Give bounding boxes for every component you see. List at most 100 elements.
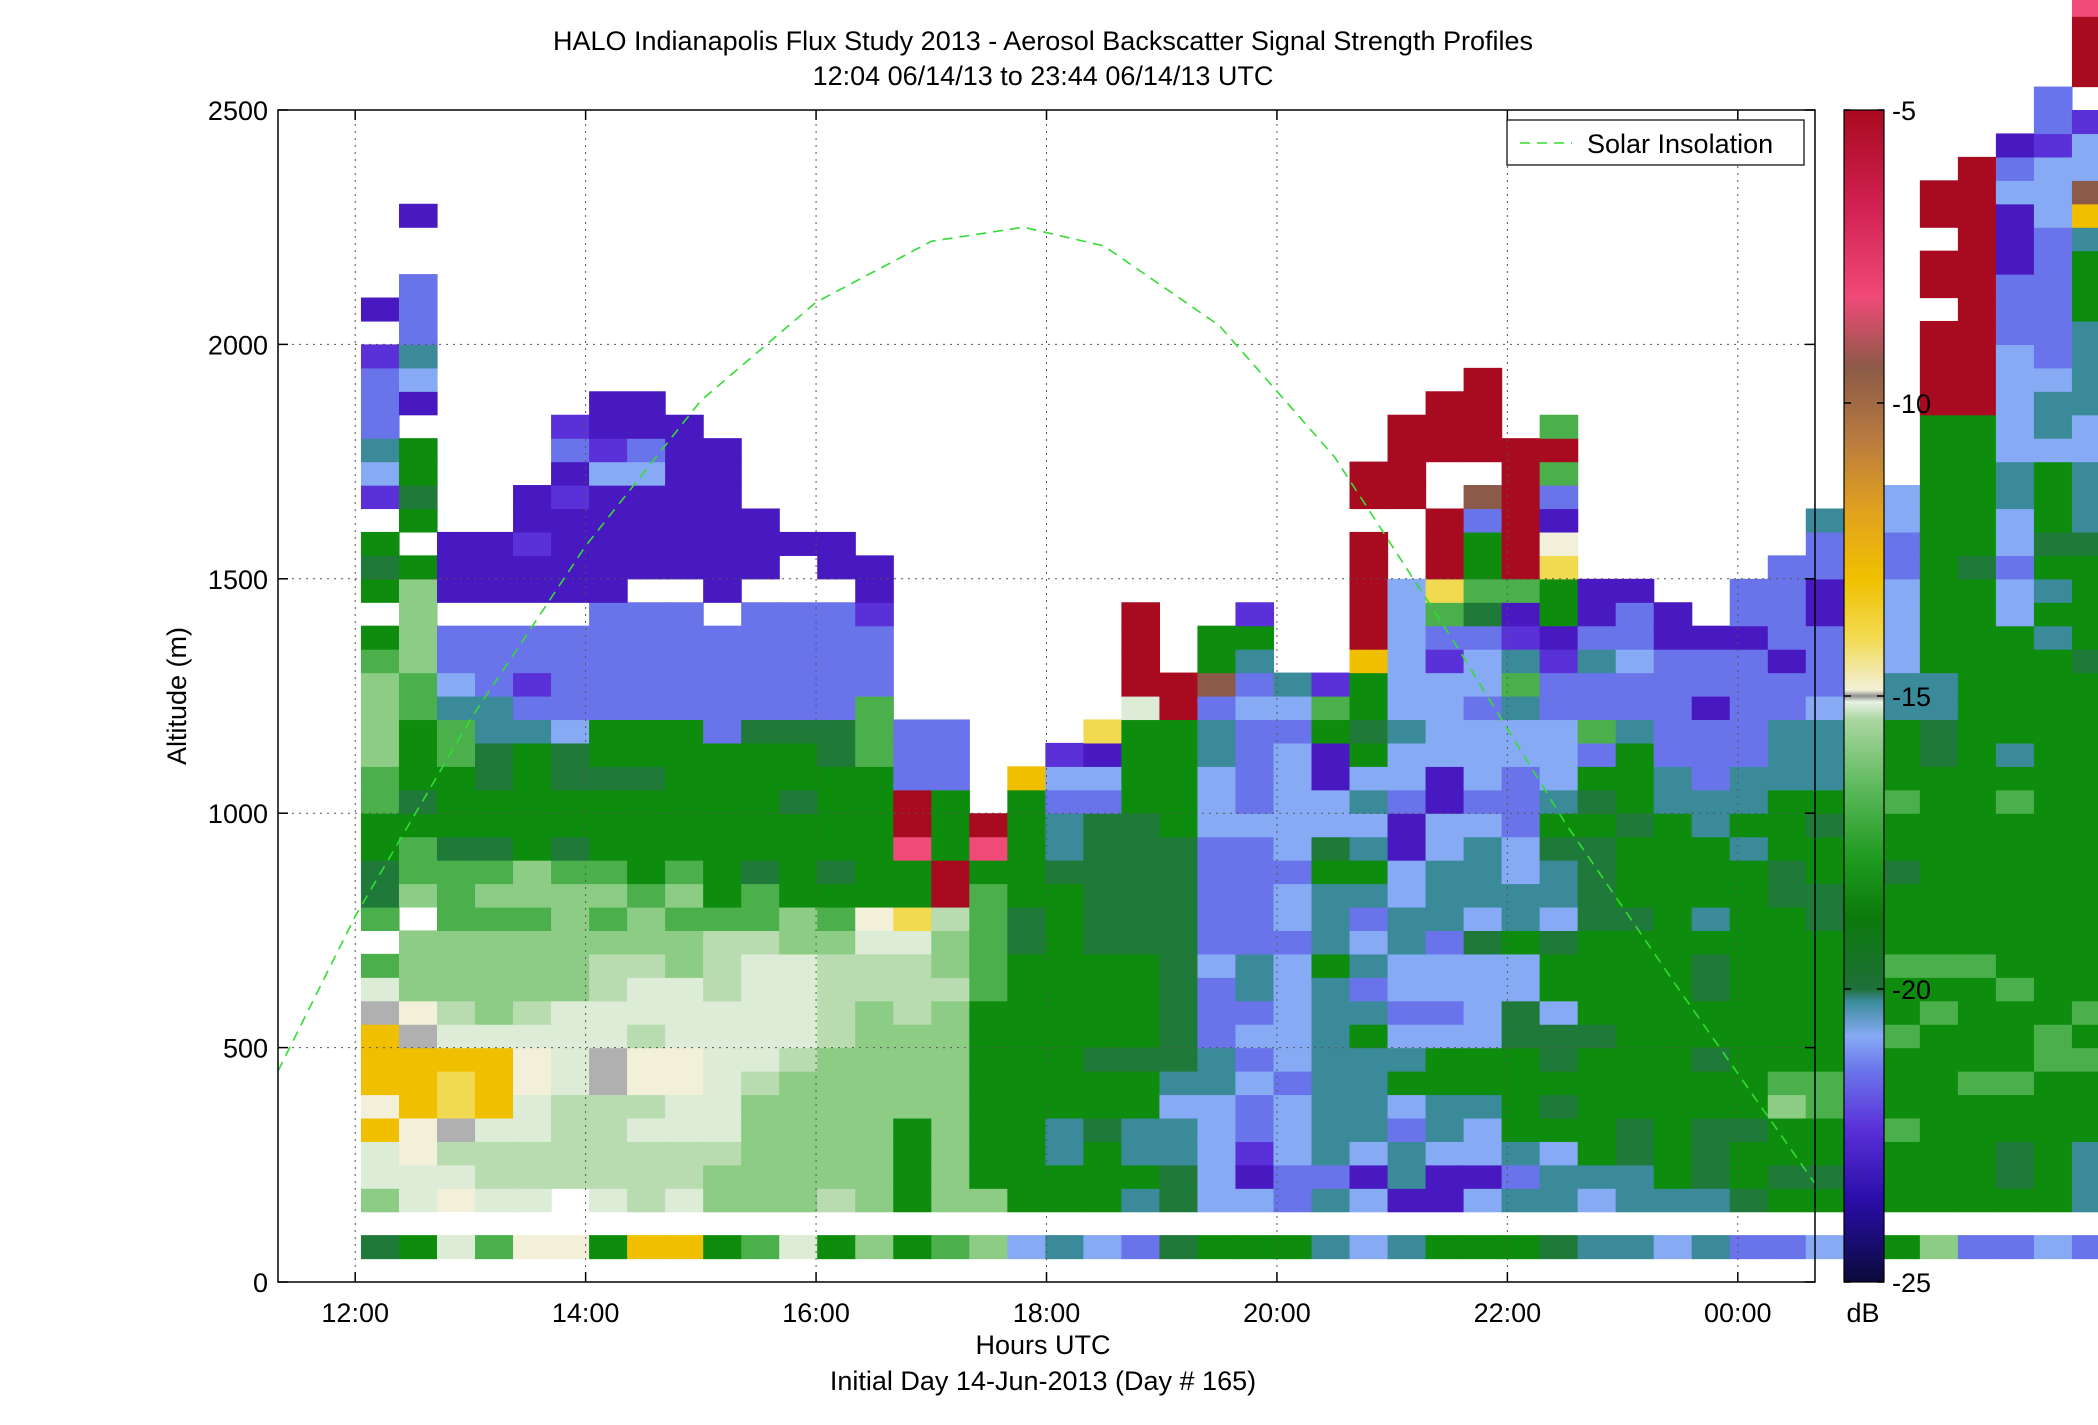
heatmap-cell: [1349, 789, 1389, 814]
heatmap-cell: [627, 531, 666, 556]
heatmap-cell: [398, 1235, 438, 1260]
heatmap-cell: [817, 906, 856, 931]
heatmap-cell: [1501, 578, 1541, 603]
heatmap-cell: [1159, 906, 1199, 931]
heatmap-cell: [475, 1235, 514, 1260]
heatmap-cell: [1083, 883, 1122, 908]
heatmap-cell: [1691, 930, 1731, 955]
heatmap-cell: [1881, 742, 1921, 767]
heatmap-cell: [1121, 1024, 1161, 1049]
heatmap-cell: [1729, 766, 1769, 791]
heatmap-cell: [817, 555, 856, 580]
heatmap-cell: [1387, 602, 1427, 627]
heatmap-cell: [1881, 813, 1921, 838]
heatmap-cell: [1653, 1164, 1693, 1189]
x-tick-label: 14:00: [552, 1298, 620, 1328]
heatmap-cell: [931, 789, 970, 814]
heatmap-cell: [855, 1024, 894, 1049]
heatmap-cell: [817, 766, 856, 791]
heatmap-cell: [360, 672, 400, 697]
heatmap-cell: [1995, 1188, 2035, 1213]
heatmap-cell: [398, 461, 438, 486]
heatmap-cell: [1577, 578, 1617, 603]
heatmap-cell: [2071, 485, 2098, 510]
heatmap-cell: [1273, 1024, 1313, 1049]
heatmap-cell: [589, 485, 628, 510]
heatmap-cell: [1691, 696, 1731, 721]
heatmap-cell: [1159, 672, 1199, 697]
heatmap-cell: [817, 672, 856, 697]
heatmap-cell: [1501, 1117, 1541, 1142]
heatmap-cell: [2033, 1117, 2073, 1142]
heatmap-cell: [1691, 719, 1731, 744]
heatmap-cell: [665, 1094, 704, 1119]
heatmap-cell: [741, 1024, 780, 1049]
heatmap-cell: [1957, 742, 1997, 767]
heatmap-cell: [1577, 1164, 1617, 1189]
heatmap-cell: [1463, 836, 1503, 861]
heatmap-cell: [817, 813, 856, 838]
heatmap-cell: [1995, 602, 2035, 627]
heatmap-cell: [1919, 742, 1959, 767]
heatmap-cell: [741, 977, 780, 1002]
heatmap-cell: [1995, 274, 2035, 299]
heatmap-cell: [589, 1047, 628, 1072]
heatmap-cell: [437, 719, 476, 744]
heatmap-cell: [589, 742, 628, 767]
heatmap-cell: [360, 367, 400, 392]
heatmap-cell: [627, 906, 666, 931]
heatmap-cell: [589, 1000, 628, 1025]
heatmap-cell: [1273, 742, 1313, 767]
heatmap-cell: [1311, 766, 1351, 791]
heatmap-cell: [893, 789, 932, 814]
heatmap-cell: [931, 1047, 970, 1072]
heatmap-cell: [931, 883, 970, 908]
heatmap-cell: [1349, 930, 1389, 955]
heatmap-cell: [551, 414, 590, 439]
heatmap-cell: [1957, 367, 1997, 392]
heatmap-cell: [1995, 438, 2035, 463]
heatmap-cell: [2071, 508, 2098, 533]
heatmap-cell: [2071, 531, 2098, 556]
heatmap-cell: [360, 719, 400, 744]
heatmap-cell: [398, 696, 438, 721]
heatmap-cell: [513, 1094, 552, 1119]
heatmap-cell: [665, 860, 704, 885]
heatmap-cell: [1615, 813, 1655, 838]
heatmap-cell: [665, 930, 704, 955]
heatmap-cell: [1881, 930, 1921, 955]
heatmap-cell: [1691, 977, 1731, 1002]
heatmap-cell: [2071, 227, 2098, 252]
heatmap-cell: [1235, 602, 1275, 627]
heatmap-cell: [1729, 789, 1769, 814]
heatmap-cell: [1007, 1117, 1046, 1142]
heatmap-cell: [360, 906, 400, 931]
heatmap-cell: [1349, 696, 1389, 721]
heatmap-cell: [855, 742, 894, 767]
heatmap-cell: [627, 555, 666, 580]
heatmap-cell: [1995, 696, 2035, 721]
heatmap-cell: [398, 578, 438, 603]
heatmap-cell: [1805, 649, 1845, 674]
heatmap-cell: [1919, 1141, 1959, 1166]
heatmap-cell: [551, 906, 590, 931]
heatmap-cell: [1349, 1024, 1389, 1049]
x-tick-label: 22:00: [1474, 1298, 1542, 1328]
heatmap-cell: [360, 742, 400, 767]
heatmap-cell: [665, 438, 704, 463]
heatmap-cell: [1463, 1047, 1503, 1072]
heatmap-cell: [1159, 1047, 1199, 1072]
heatmap-cell: [1159, 789, 1199, 814]
heatmap-cell: [703, 1024, 742, 1049]
heatmap-cell: [1957, 555, 1997, 580]
heatmap-cell: [665, 531, 704, 556]
heatmap-cell: [703, 789, 742, 814]
heatmap-cell: [2033, 110, 2073, 135]
heatmap-cell: [1539, 1117, 1579, 1142]
heatmap-cell: [1159, 953, 1199, 978]
heatmap-cell: [398, 274, 438, 299]
heatmap-cell: [1045, 1235, 1084, 1260]
heatmap-cell: [1235, 742, 1275, 767]
heatmap-cell: [855, 836, 894, 861]
y-tick-label: 2000: [208, 330, 268, 360]
